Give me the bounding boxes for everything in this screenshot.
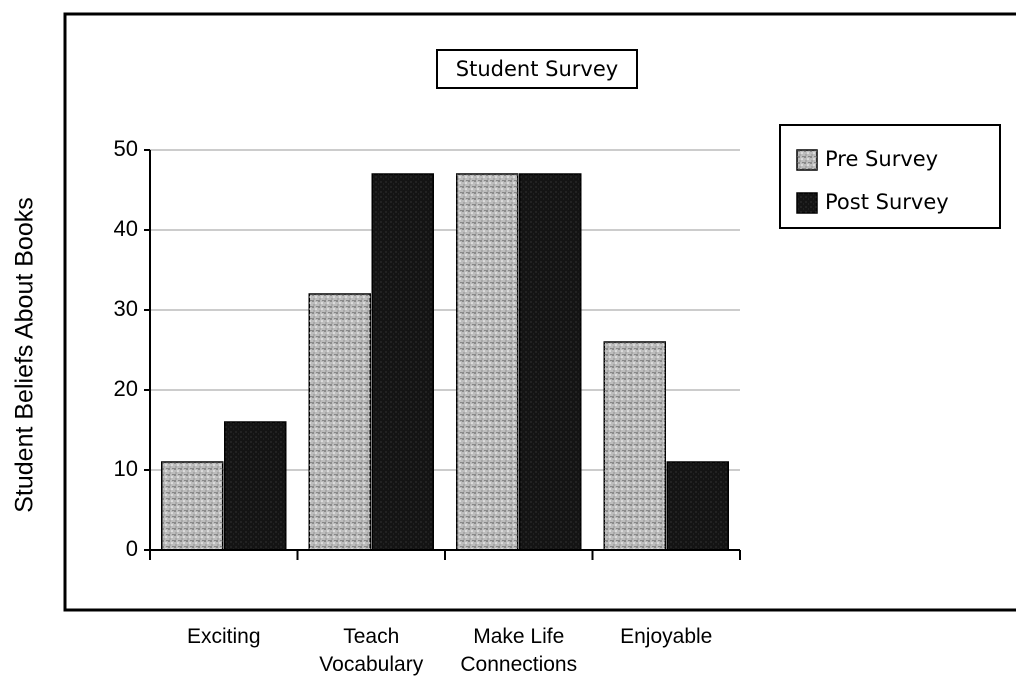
x-tick-label: Teach Vocabulary <box>319 625 423 676</box>
y-tick-label: 40 <box>114 216 138 241</box>
chart-title: Student Survey <box>456 57 618 81</box>
y-tick-label: 20 <box>114 376 138 401</box>
legend-swatch-texture <box>797 193 817 213</box>
bar <box>308 293 371 551</box>
x-tick-label: Exciting <box>187 625 261 648</box>
y-tick-label: 50 <box>114 136 138 161</box>
bar <box>161 461 224 551</box>
bar <box>519 173 582 551</box>
bar <box>456 173 519 551</box>
y-tick-label: 10 <box>114 456 138 481</box>
y-axis-label: Student Beliefs About Books <box>11 197 39 513</box>
bar <box>224 421 287 551</box>
legend-label: Post Survey <box>825 190 949 214</box>
y-tick-label: 0 <box>126 536 138 561</box>
bar <box>666 461 729 551</box>
bar <box>371 173 434 551</box>
legend-swatch-texture <box>797 150 817 170</box>
plot-frame <box>63 12 1016 612</box>
legend-label: Pre Survey <box>825 147 938 171</box>
bar <box>603 341 666 551</box>
title-box <box>436 49 638 89</box>
x-tick-label: Make Life Connections <box>460 625 577 676</box>
y-tick-label: 30 <box>114 296 138 321</box>
x-tick-label: Enjoyable <box>620 625 712 648</box>
